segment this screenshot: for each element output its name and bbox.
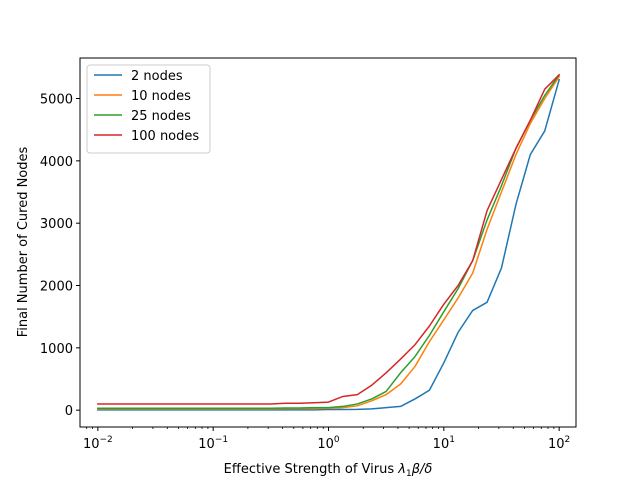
- legend: 2 nodes 10 nodes 25 nodes 100 nodes: [86, 64, 211, 154]
- y-tick-label: 4000: [40, 155, 73, 170]
- y-tick-label: 5000: [40, 93, 73, 108]
- x-tick-label: 102: [548, 435, 570, 452]
- x-tick-label: 100: [317, 435, 340, 452]
- legend-entries: 2 nodes 10 nodes 25 nodes 100 nodes: [94, 69, 199, 144]
- y-axis: 0 1000 2000 3000 4000 5000: [40, 93, 80, 419]
- plot-frame: [79, 57, 577, 428]
- legend-label: 100 nodes: [131, 129, 199, 144]
- y-axis-title: Final Number of Cured Nodes: [16, 146, 31, 337]
- series-line-100-nodes: [97, 73, 561, 405]
- series-line-25-nodes: [97, 73, 561, 410]
- x-tick-label: 10−1: [198, 435, 228, 452]
- x-axis-title: Effective Strength of Virus λ1β/δ: [224, 462, 433, 479]
- legend-label: 2 nodes: [131, 69, 183, 84]
- plot-lines: [97, 73, 561, 411]
- x-tick-label: 10−2: [83, 435, 113, 452]
- y-tick-label: 3000: [40, 217, 73, 232]
- x-axis: 10−2 10−1 100 101 102: [83, 427, 570, 452]
- legend-box: [86, 64, 211, 154]
- legend-label: 25 nodes: [131, 109, 191, 124]
- series-line-2-nodes: [97, 78, 561, 411]
- legend-label: 10 nodes: [131, 89, 191, 104]
- x-tick-label: 101: [433, 435, 455, 452]
- y-tick-label: 2000: [40, 280, 73, 295]
- y-tick-label: 0: [65, 404, 73, 419]
- y-tick-label: 1000: [40, 342, 73, 357]
